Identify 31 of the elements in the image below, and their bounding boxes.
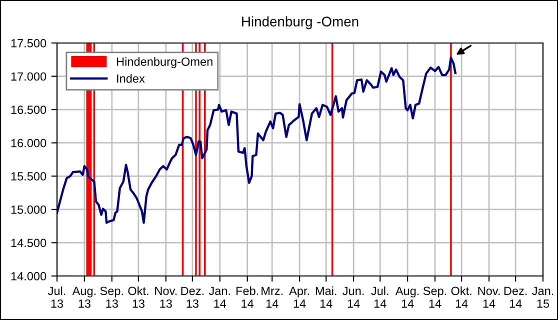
x-tick-label: Okt. 14 [451,286,472,308]
x-tick-label: Feb. 14 [236,286,258,308]
x-tick-label: Mrz. 14 [262,286,283,308]
x-tick-label: Aug. 13 [72,286,96,308]
legend-label: Index [117,74,145,83]
y-tick-label: 15.000 [11,205,46,214]
y-tick-label: 14.500 [11,238,46,248]
line-series [57,56,456,224]
x-tick-label: Apr. 14 [289,286,309,308]
x-tick-label: Dez. 13 [181,286,204,308]
x-tick-label: Nov. 14 [478,286,500,308]
x-tick-label: Jan. 14 [208,286,230,308]
x-tick-label: Okt. 13 [128,286,148,308]
x-tick-label: Jan. 15 [532,286,554,308]
chart-title: Hindenburg -Omen [242,16,358,30]
x-tick-label: Sep. 13 [100,286,123,308]
x-tick-label: Aug. 14 [395,286,419,308]
band-label: Hindenburg-Omen [116,57,212,68]
x-tick-label: Jul. 13 [48,286,66,308]
y-tick-label: 16.000 [11,138,46,148]
x-tick-label: Mai. 14 [316,286,336,308]
x-tick-label: Sep. 14 [423,286,446,308]
x-tick-label: Dez. 14 [504,286,527,308]
y-tick-label: 17.000 [11,72,46,81]
y-tick-label: 15.500 [11,172,46,181]
x-tick-label: Jul. 14 [371,286,388,308]
y-tick-label: 17.500 [11,39,46,48]
x-tick-label: Jun. 14 [342,286,364,308]
y-tick-label: 14.000 [11,272,46,280]
x-tick-label: Nov. 13 [155,286,177,308]
y-tick-label: 16.500 [11,106,46,114]
